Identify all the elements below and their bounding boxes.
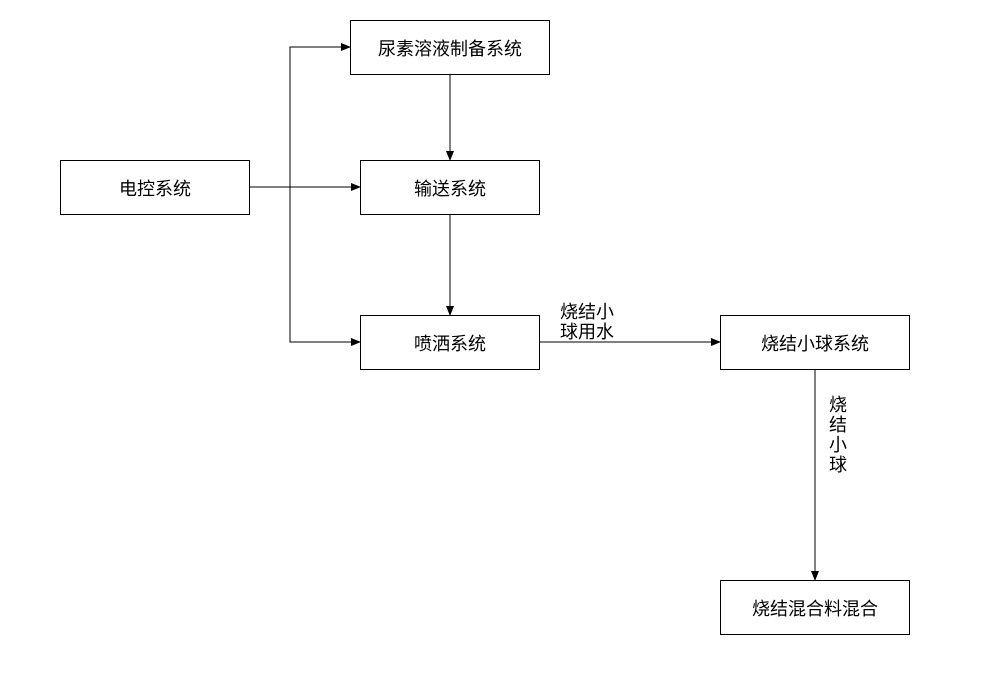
edge-label-pellet-mix: 烧结小球 [824,395,850,475]
edge-label-text: 烧结小球 [827,395,847,475]
edge-label-spray-pellet: 烧结小球用水 [560,302,614,342]
node-pellet: 烧结小球系统 [720,315,910,370]
edge-label-text: 烧结小球用水 [560,302,614,342]
node-spray: 喷洒系统 [360,315,540,370]
node-label: 烧结混合料混合 [752,595,878,621]
node-label: 烧结小球系统 [761,330,869,356]
node-control: 电控系统 [60,160,250,215]
node-label: 尿素溶液制备系统 [378,35,522,61]
node-label: 喷洒系统 [414,330,486,356]
node-label: 电控系统 [119,175,191,201]
flowchart-canvas: 电控系统 尿素溶液制备系统 输送系统 喷洒系统 烧结小球系统 烧结混合料混合 烧… [0,0,1000,682]
node-convey: 输送系统 [360,160,540,215]
node-urea: 尿素溶液制备系统 [350,20,550,75]
node-mix: 烧结混合料混合 [720,580,910,635]
node-label: 输送系统 [414,175,486,201]
